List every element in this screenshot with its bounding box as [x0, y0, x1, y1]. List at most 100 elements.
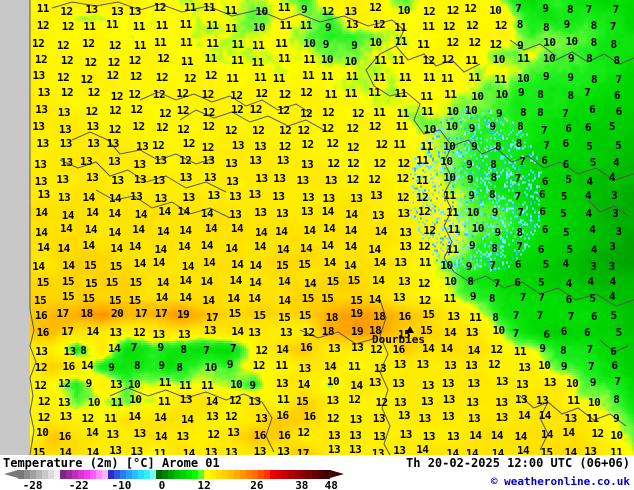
grid-value: 17	[57, 308, 69, 319]
grid-value: 9	[469, 240, 475, 251]
grid-value: 9	[613, 413, 619, 424]
grid-value: 14	[57, 243, 69, 254]
grid-value: 13	[111, 6, 123, 17]
grid-value: 14	[444, 327, 456, 338]
grid-value: 5	[566, 244, 572, 255]
grid-value: 12	[35, 362, 47, 373]
grid-value: 9	[351, 40, 357, 51]
grid-value: 14	[225, 243, 237, 254]
grid-value: 13	[255, 173, 267, 184]
grid-value: 19	[350, 308, 362, 319]
grid-value: 13	[273, 173, 285, 184]
grid-value: 11	[441, 73, 453, 84]
grid-value: 10	[440, 260, 452, 271]
grid-value: 12	[300, 108, 312, 119]
grid-value: 13	[422, 380, 434, 391]
grid-value: 7	[520, 292, 526, 303]
grid-value: 14	[368, 244, 380, 255]
grid-value: 10	[471, 91, 483, 102]
grid-value: 13	[85, 4, 97, 15]
grid-value: 17	[206, 312, 218, 323]
grid-value: 14	[231, 223, 243, 234]
grid-value: 19	[351, 326, 363, 337]
grid-value: 16	[276, 410, 288, 421]
grid-value: 10	[472, 223, 484, 234]
grid-value: 11	[158, 396, 170, 407]
grid-value: 11	[446, 207, 458, 218]
grid-value: 7	[614, 376, 620, 387]
grid-value: 11	[325, 89, 337, 100]
grid-value: 10	[467, 207, 479, 218]
grid-value: 6	[584, 327, 590, 338]
grid-value: 15	[106, 277, 118, 288]
grid-value: 9	[469, 123, 475, 134]
grid-value: 11	[422, 21, 434, 32]
grid-value: 10	[129, 394, 141, 405]
grid-value: 15	[302, 293, 314, 304]
grid-value: 13	[349, 444, 361, 455]
temperature-field-map[interactable]: 11 12 13 13 13 12 11 11 11 10 11 9 12 13 12 10 12 12 12 10 7…	[0, 0, 634, 455]
grid-value: 14	[277, 244, 289, 255]
grid-value: 12	[156, 122, 168, 133]
grid-value: 10	[543, 37, 555, 48]
grid-value: 13	[248, 327, 260, 338]
grid-value: 11	[154, 37, 166, 48]
grid-value: 16	[278, 430, 290, 441]
grid-value: 7	[131, 342, 137, 353]
grid-value: 10	[445, 121, 457, 132]
grid-value: 12	[84, 57, 96, 68]
grid-value: 16	[300, 342, 312, 353]
grid-value: 14	[59, 447, 71, 455]
grid-value: 14	[205, 223, 217, 234]
scale-high-arrow-icon	[330, 470, 344, 478]
grid-value: 14	[179, 275, 191, 286]
grid-value: 3	[609, 261, 615, 272]
grid-value: 13	[254, 207, 266, 218]
scale-tick: -28	[23, 479, 43, 490]
grid-value: 17	[135, 308, 147, 319]
grid-value: 11	[517, 53, 529, 64]
grid-value: 13	[328, 430, 340, 441]
grid-value: 13	[370, 190, 382, 201]
grid-value: 13	[60, 138, 72, 149]
grid-value: 13	[229, 209, 241, 220]
grid-value: 11	[254, 72, 266, 83]
grid-value: 12	[35, 54, 47, 65]
grid-value: 12	[368, 174, 380, 185]
grid-value: 12	[132, 121, 144, 132]
grid-value: 13	[447, 311, 459, 322]
grid-value: 12	[348, 394, 360, 405]
grid-value: 13	[255, 413, 267, 424]
city-marker-icon	[406, 326, 414, 333]
grid-value: 11	[184, 2, 196, 13]
grid-value: 7	[515, 173, 521, 184]
grid-value: 9	[542, 3, 548, 14]
grid-value: 12	[176, 88, 188, 99]
grid-value: 15	[299, 310, 311, 321]
grid-value: 14	[254, 241, 266, 252]
grid-value: 5	[615, 140, 621, 151]
grid-value-layer: 11 12 13 13 13 12 11 11 11 10 11 9 12 13 12 10 12 12 12 10 7…	[0, 0, 634, 455]
grid-value: 13	[249, 155, 261, 166]
grid-value: 15	[422, 309, 434, 320]
grid-value: 12	[347, 158, 359, 169]
grid-value: 6	[543, 329, 549, 340]
grid-value: 13	[277, 155, 289, 166]
grid-value: 12	[203, 107, 215, 118]
grid-value: 6	[514, 277, 520, 288]
grid-value: 13	[225, 447, 237, 455]
grid-value: 11	[345, 88, 357, 99]
grid-value: 15	[327, 276, 339, 287]
grid-value: 12	[423, 55, 435, 66]
grid-value: 4	[589, 224, 595, 235]
grid-value: 15	[348, 275, 360, 286]
temperature-color-scale[interactable]: -28 -22 -10 0 12 26 38 48	[0, 470, 330, 490]
grid-value: 11	[416, 175, 428, 186]
grid-value: 13	[466, 397, 478, 408]
grid-value: 13	[207, 190, 219, 201]
grid-value: 6	[610, 346, 616, 357]
grid-value: 8	[467, 276, 473, 287]
grid-value: 5	[560, 208, 566, 219]
grid-value: 14	[202, 295, 214, 306]
grid-value: 10	[230, 379, 242, 390]
